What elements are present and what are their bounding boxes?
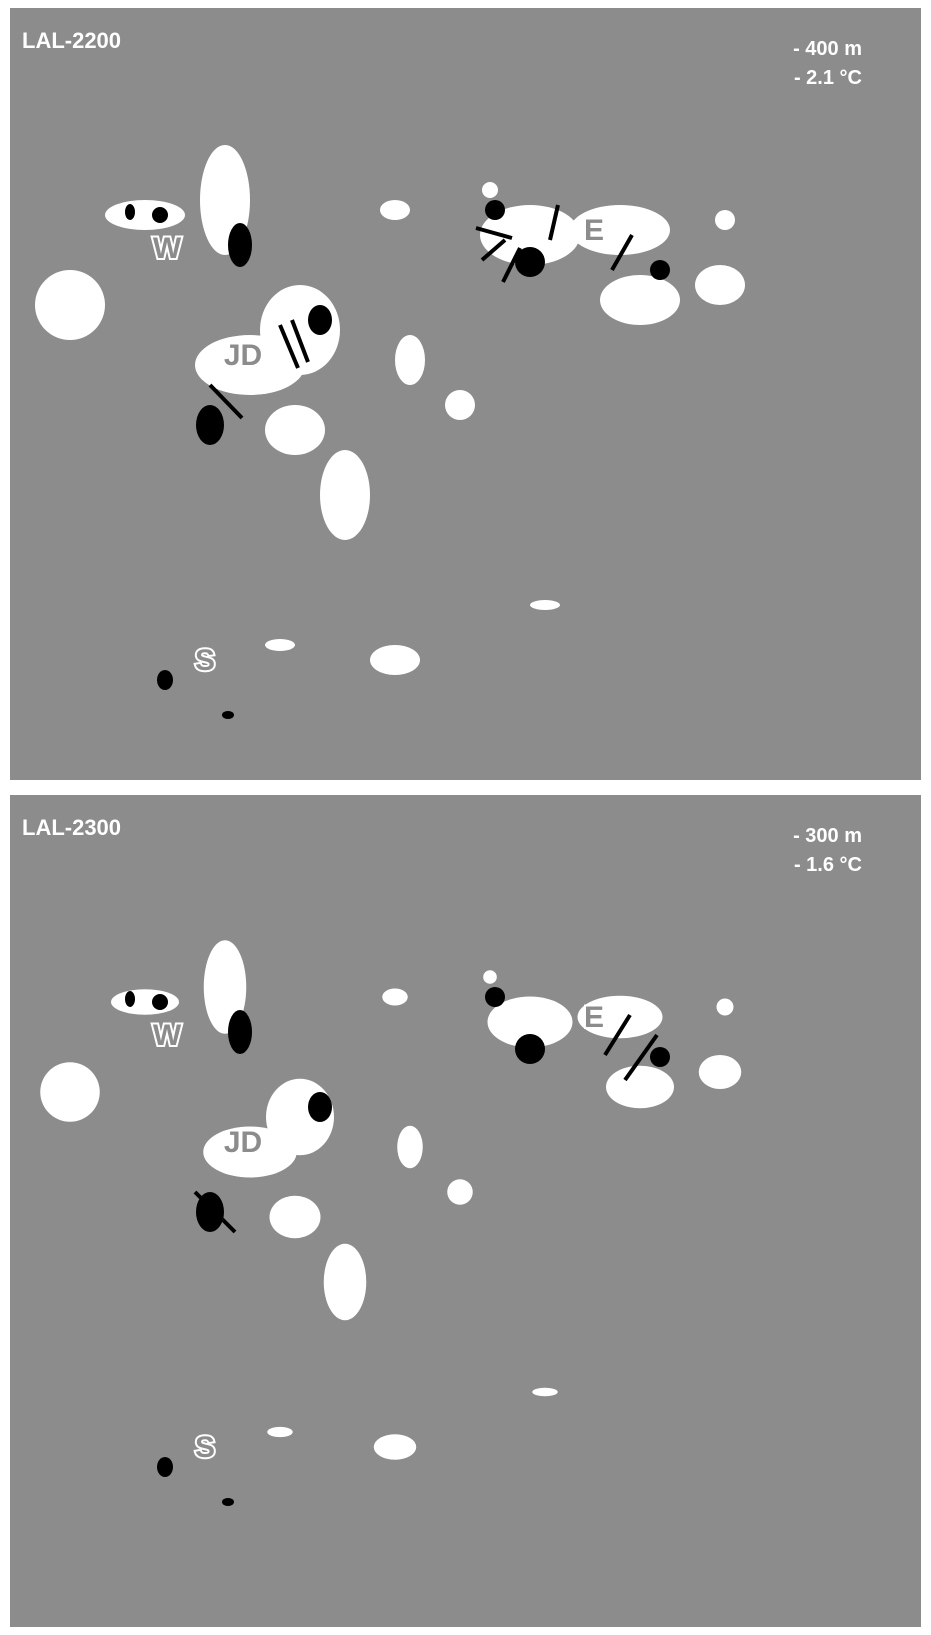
ice-area [606,1066,674,1109]
glacier-area [308,1092,332,1122]
ice-area [111,989,179,1015]
region-label: E [584,214,604,247]
ice-area [715,210,735,230]
ice-area [717,999,734,1016]
region-label: JD [224,339,262,372]
region-label: E [584,1001,604,1034]
glacier-area [650,1047,670,1067]
ice-area [482,182,498,198]
glacier-area [125,204,135,220]
glacier-area [196,405,224,445]
glacier-area [152,994,168,1010]
ice-area [382,989,408,1006]
elevation-change: - 400 m [793,38,862,60]
ice-area [397,1126,423,1169]
ice-area [40,1062,100,1122]
map-figure: LAL-2200 - 400 m - 2.1 °C W JD E S LAL-2300 - 30… [0,0,931,1635]
elevation-change: - 300 m [793,825,862,847]
ice-area [267,1427,293,1437]
glacier-area [485,200,505,220]
ice-area [265,405,325,455]
region-label: S [195,644,215,677]
ice-area [532,1388,558,1397]
ice-area [324,1244,367,1321]
panel-title: LAL-2300 [22,815,121,840]
panel-title: LAL-2200 [22,28,121,53]
ice-area [530,600,560,610]
glacier-area [222,711,234,719]
region-label: S [195,1431,215,1464]
glacier-area [228,223,252,267]
glacier-area [650,260,670,280]
ice-area [320,450,370,540]
region-label: W [153,232,182,265]
ice-area [374,1434,417,1460]
glacier-area [308,305,332,335]
ice-area [600,275,680,325]
glacier-area [515,1034,545,1064]
ice-area [483,970,497,984]
ice-area [395,335,425,385]
ice-area [447,1179,473,1205]
map-panel: LAL-2300 - 300 m - 1.6 °C W JD E S [10,795,921,1627]
glacier-area [152,207,168,223]
glacier-area [222,1498,234,1506]
temperature-change: - 1.6 °C [794,854,862,876]
ice-area [445,390,475,420]
glacier-area [157,670,173,690]
ice-area [265,639,295,651]
glacier-area [125,991,135,1007]
glacier-area [157,1457,173,1477]
ice-area [370,645,420,675]
ice-area [380,200,410,220]
map-panel: LAL-2200 - 400 m - 2.1 °C W JD E S [10,8,921,780]
ice-area [270,1196,321,1239]
panel-background [10,795,921,1627]
region-label: W [153,1019,182,1052]
glacier-area [485,987,505,1007]
ice-area [35,270,105,340]
ice-area [695,265,745,305]
region-label: JD [224,1126,262,1159]
glacier-area [228,1010,252,1054]
ice-area [699,1055,742,1089]
temperature-change: - 2.1 °C [794,67,862,89]
ice-area [105,200,185,230]
